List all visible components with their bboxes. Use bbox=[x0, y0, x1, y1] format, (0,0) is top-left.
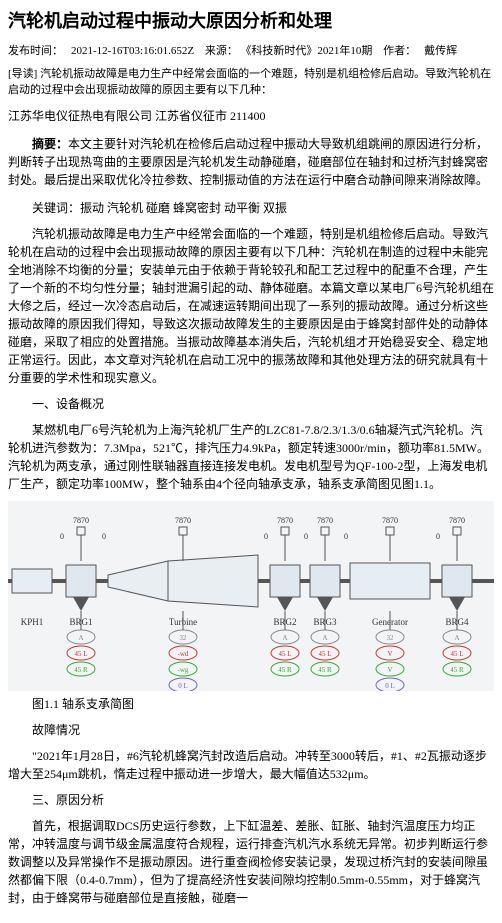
svg-text:-wd: -wd bbox=[178, 650, 189, 658]
lead-text: [导读] 汽轮机振动故障是电力生产中经常会面临的一个难题，特别是机组检修后启动。… bbox=[8, 66, 494, 99]
keywords-text: 振动 汽轮机 碰磨 蜂窝密封 动平衡 双振 bbox=[80, 201, 287, 215]
author-label: 作者： bbox=[383, 45, 416, 57]
svg-text:45 L: 45 L bbox=[318, 650, 331, 658]
svg-text:0: 0 bbox=[304, 532, 308, 541]
svg-text:-wg: -wg bbox=[178, 666, 189, 674]
keywords-label: 关键词： bbox=[32, 201, 80, 215]
svg-text:A: A bbox=[282, 634, 287, 642]
svg-text:0: 0 bbox=[264, 532, 268, 541]
svg-text:7870: 7870 bbox=[73, 516, 89, 525]
svg-text:V: V bbox=[387, 650, 392, 658]
svg-text:45 L: 45 L bbox=[278, 650, 291, 658]
svg-text:V: V bbox=[387, 666, 392, 674]
svg-text:A: A bbox=[322, 634, 327, 642]
svg-text:0: 0 bbox=[436, 532, 440, 541]
pubtime: 2021-12-16T03:16:01.652Z bbox=[71, 45, 194, 57]
svg-text:45 R: 45 R bbox=[74, 666, 88, 674]
svg-text:A: A bbox=[78, 634, 83, 642]
svg-text:A: A bbox=[454, 634, 459, 642]
svg-text:7870: 7870 bbox=[382, 516, 398, 525]
svg-text:0: 0 bbox=[344, 532, 348, 541]
svg-text:0: 0 bbox=[60, 532, 64, 541]
article-meta: 发布时间： 2021-12-16T03:16:01.652Z 来源： 《科技新时代》… bbox=[8, 43, 494, 60]
paragraph-1: 汽轮机振动故障是电力生产中经常会面临的一个难题，特别是机组检修后启动。导致汽轮机… bbox=[8, 225, 494, 387]
svg-text:7870: 7870 bbox=[175, 516, 191, 525]
affiliation: 江苏华电仪征热电有限公司 江苏省仪征市 211400 bbox=[8, 107, 494, 125]
article-title: 汽轮机启动过程中振动大原因分析和处理 bbox=[8, 8, 494, 35]
paragraph-2: 某燃机电厂6号汽轮机为上海汽轮机厂生产的LZC81-7.8/2.3/1.3/0.… bbox=[8, 421, 494, 493]
svg-text:32: 32 bbox=[387, 634, 395, 642]
svg-text:KPH1: KPH1 bbox=[21, 617, 44, 627]
svg-text:0 L: 0 L bbox=[385, 682, 395, 690]
abstract: 摘要：本文主要针对汽轮机在检修后启动过程中振动大导致机组跳闸的原因进行分析，判断… bbox=[8, 135, 494, 189]
svg-text:7870: 7870 bbox=[449, 516, 465, 525]
svg-text:7870: 7870 bbox=[317, 516, 333, 525]
section-3-header: 三、原因分析 bbox=[8, 791, 494, 809]
paragraph-3: "2021年1月28日，#6汽轮机蜂窝汽封改造后启动。冲转至3000转后，#1、… bbox=[8, 747, 494, 783]
svg-text:7870: 7870 bbox=[277, 516, 293, 525]
paragraph-4: 首先，根据调取DCS历史运行参数，上下缸温差、差胀、缸胀、轴封汽温度压力均正常，… bbox=[8, 817, 494, 907]
svg-text:45 R: 45 R bbox=[278, 666, 292, 674]
keywords: 关键词：振动 汽轮机 碰磨 蜂窝密封 动平衡 双振 bbox=[8, 199, 494, 217]
svg-text:45 L: 45 L bbox=[450, 650, 463, 658]
fault-subheader: 故障情况 bbox=[8, 721, 494, 739]
abstract-label: 摘要： bbox=[32, 137, 68, 151]
figure-1-caption: 图1.1 轴系支承简图 bbox=[8, 695, 494, 713]
svg-text:0 L: 0 L bbox=[178, 682, 188, 690]
shaft-diagram: KPH1BRG178700A45 L45 RTurbine7870032-wd-… bbox=[8, 501, 494, 691]
source-label: 来源： bbox=[205, 45, 238, 57]
section-1-header: 一、设备概况 bbox=[8, 395, 494, 413]
svg-text:45 R: 45 R bbox=[318, 666, 332, 674]
svg-text:0: 0 bbox=[102, 532, 106, 541]
svg-text:32: 32 bbox=[180, 634, 188, 642]
author: 戴传辉 bbox=[424, 45, 457, 57]
pubtime-label: 发布时间： bbox=[8, 45, 63, 57]
svg-text:45 R: 45 R bbox=[450, 666, 464, 674]
abstract-text: 本文主要针对汽轮机在检修后启动过程中振动大导致机组跳闸的原因进行分析，判断转子出… bbox=[8, 137, 488, 187]
source: 《科技新时代》2021年10期 bbox=[246, 45, 373, 57]
svg-text:45 L: 45 L bbox=[74, 650, 87, 658]
